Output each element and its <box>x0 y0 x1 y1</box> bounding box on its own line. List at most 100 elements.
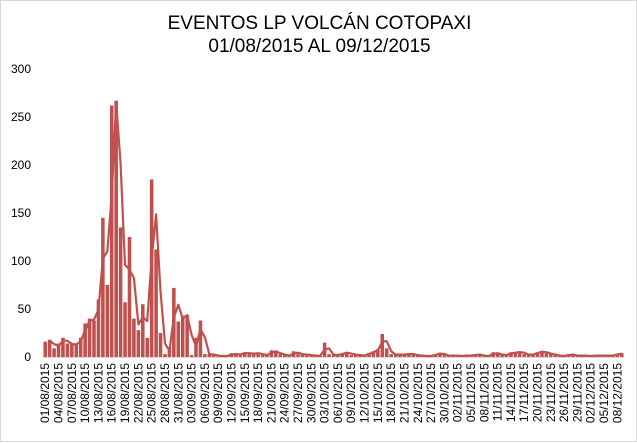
x-tick-label: 29/11/2015 <box>570 363 584 422</box>
x-tick-label: 02/12/2015 <box>584 363 598 423</box>
x-tick-label: 04/08/2015 <box>52 363 66 423</box>
bar <box>145 337 149 357</box>
x-tick-label: 08/11/2015 <box>477 363 491 422</box>
bar <box>305 355 309 357</box>
y-tick-label: 50 <box>18 302 32 316</box>
x-tick-label: 02/11/2015 <box>451 363 465 422</box>
bar <box>123 302 127 357</box>
bar <box>83 323 87 357</box>
bar <box>371 351 376 357</box>
x-tick-label: 31/08/2015 <box>171 363 185 423</box>
y-tick-label: 200 <box>11 158 31 172</box>
bar <box>251 353 256 357</box>
x-tick-label: 03/10/2015 <box>318 363 332 423</box>
x-tick-label: 27/09/2015 <box>291 363 305 423</box>
x-tick-label: 10/08/2015 <box>78 363 92 423</box>
x-tick-label: 08/12/2015 <box>610 363 624 423</box>
x-tick-label: 11/11/2015 <box>491 363 505 422</box>
bar <box>87 318 92 357</box>
bar <box>438 353 442 357</box>
bar <box>47 339 52 357</box>
x-tick-label: 16/08/2015 <box>105 363 119 423</box>
bar <box>163 354 167 357</box>
bar <box>198 320 203 357</box>
bar <box>442 355 447 357</box>
x-tick-label: 15/09/2015 <box>238 363 252 423</box>
bar <box>327 354 331 357</box>
x-tick-label: 06/09/2015 <box>198 363 212 423</box>
chart-title-line1: EVENTOS LP VOLCÁN COTOPAXI <box>167 13 472 34</box>
bar <box>549 354 553 357</box>
bar <box>207 354 212 357</box>
bar <box>101 217 105 357</box>
y-tick-label: 0 <box>24 350 31 364</box>
bar <box>535 352 540 357</box>
bar <box>203 354 207 357</box>
bar <box>345 352 349 357</box>
bar <box>61 337 65 357</box>
x-tick-label: 19/08/2015 <box>118 363 132 423</box>
x-tick-label: 27/10/2015 <box>424 363 438 423</box>
bar <box>118 227 123 357</box>
bar <box>167 347 172 357</box>
x-tick-label: 09/09/2015 <box>211 363 225 423</box>
bar <box>127 237 132 357</box>
x-tick-label: 21/09/2015 <box>264 363 278 423</box>
bar <box>43 341 47 357</box>
x-tick-label: 03/09/2015 <box>185 363 199 423</box>
x-tick-label: 13/08/2015 <box>91 363 105 423</box>
x-tick-label: 23/11/2015 <box>544 363 558 422</box>
bar <box>141 304 145 357</box>
x-tick-label: 07/08/2015 <box>65 363 79 423</box>
x-tick-label: 06/10/2015 <box>331 363 345 423</box>
bar <box>500 355 504 357</box>
bar <box>540 351 544 357</box>
bar <box>300 354 305 357</box>
x-tick-label: 18/10/2015 <box>384 363 398 423</box>
x-tick-label: 05/11/2015 <box>464 363 478 422</box>
bar <box>513 353 518 357</box>
x-tick-label: 14/11/2015 <box>504 363 518 422</box>
bar <box>65 343 70 357</box>
bar <box>92 320 96 357</box>
bar <box>211 355 216 357</box>
bar <box>282 355 287 357</box>
bar <box>52 348 56 357</box>
bar <box>296 354 300 357</box>
bar <box>331 355 336 357</box>
bar <box>522 354 526 357</box>
x-tick-label: 24/10/2015 <box>411 363 425 423</box>
bar <box>384 348 389 357</box>
bar <box>518 351 522 357</box>
x-tick-label: 30/09/2015 <box>304 363 318 423</box>
bar <box>154 249 158 357</box>
bar <box>109 105 114 357</box>
bar <box>526 355 531 357</box>
x-tick-label: 22/08/2015 <box>131 363 145 423</box>
bar <box>274 352 278 357</box>
bar <box>70 344 74 357</box>
bar <box>278 354 283 357</box>
bar <box>243 352 247 357</box>
x-tick-label: 24/09/2015 <box>278 363 292 423</box>
bar <box>393 355 398 357</box>
bar <box>402 355 407 357</box>
x-tick-label: 25/08/2015 <box>145 363 159 423</box>
bar <box>620 353 624 357</box>
bar <box>544 353 549 357</box>
bar <box>158 333 163 357</box>
bar <box>180 315 185 357</box>
bar <box>411 355 416 357</box>
bar <box>56 343 61 357</box>
x-tick-label: 12/10/2015 <box>358 363 372 423</box>
bar <box>176 321 181 357</box>
x-tick-label: 20/11/2015 <box>531 363 545 422</box>
bar <box>478 355 482 357</box>
x-tick-label: 21/10/2015 <box>397 363 411 423</box>
bar <box>189 355 194 357</box>
y-tick-label: 100 <box>11 254 31 268</box>
x-tick-label: 01/08/2015 <box>38 363 52 423</box>
bar <box>185 314 189 357</box>
x-tick-label: 15/10/2015 <box>371 363 385 423</box>
